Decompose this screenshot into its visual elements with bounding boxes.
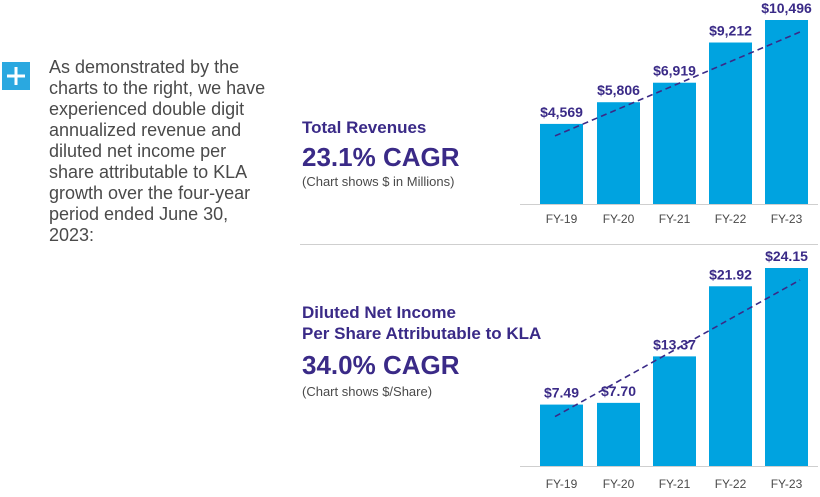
eps-tick-label: FY-20 [603, 477, 635, 491]
eps-bar-fy-19 [540, 404, 583, 466]
plus-box [2, 62, 30, 90]
revenue-cagr: 23.1% CAGR [302, 142, 460, 172]
eps-value-label: $24.15 [765, 248, 808, 264]
eps-value-label: $7.49 [544, 385, 579, 401]
revenue-bar-fy-22 [709, 42, 752, 204]
eps-chart-title-line1: Diluted Net Income [302, 303, 456, 322]
revenue-tick-label: FY-22 [715, 212, 747, 226]
eps-value-label: $13.37 [653, 336, 696, 352]
revenue-trend-line [554, 31, 801, 137]
eps-tick-label: FY-19 [546, 477, 578, 491]
eps-bar-fy-23 [765, 268, 808, 466]
eps-bar-fy-20 [597, 402, 640, 466]
eps-bar-fy-22 [709, 286, 752, 466]
revenue-value-label: $6,919 [653, 63, 696, 79]
revenue-tick-label: FY-23 [771, 212, 803, 226]
eps-tick-label: FY-23 [771, 477, 803, 491]
intro-text: As demonstrated by the charts to the rig… [49, 57, 266, 245]
eps-chart-title-line2: Per Share Attributable to KLA [302, 324, 542, 343]
eps-bar-fy-21 [653, 356, 696, 466]
revenue-bar-fy-19 [540, 123, 583, 204]
revenue-tick-label: FY-19 [546, 212, 578, 226]
revenue-value-label: $5,806 [597, 82, 640, 98]
revenue-bar-fy-20 [597, 102, 640, 204]
revenue-value-label: $9,212 [709, 23, 752, 39]
eps-cagr: 34.0% CAGR [302, 350, 460, 380]
revenue-tick-label: FY-21 [659, 212, 691, 226]
eps-trend-line [554, 279, 801, 418]
chart-divider [300, 244, 818, 245]
revenue-value-label: $4,569 [540, 104, 583, 120]
revenue-value-label: $10,496 [761, 0, 812, 16]
revenue-note: (Chart shows $ in Millions) [302, 174, 455, 189]
eps-tick-label: FY-22 [715, 477, 747, 491]
revenue-bar-fy-21 [653, 82, 696, 204]
eps-value-label: $21.92 [709, 266, 752, 282]
eps-tick-label: FY-21 [659, 477, 691, 491]
eps-note: (Chart shows $/Share) [302, 384, 433, 399]
revenue-bar-fy-23 [765, 20, 808, 204]
revenue-tick-label: FY-20 [603, 212, 635, 226]
plus-icon [7, 67, 25, 85]
revenue-chart-title: Total Revenues [302, 118, 427, 137]
eps-value-label: $7.70 [601, 383, 636, 399]
